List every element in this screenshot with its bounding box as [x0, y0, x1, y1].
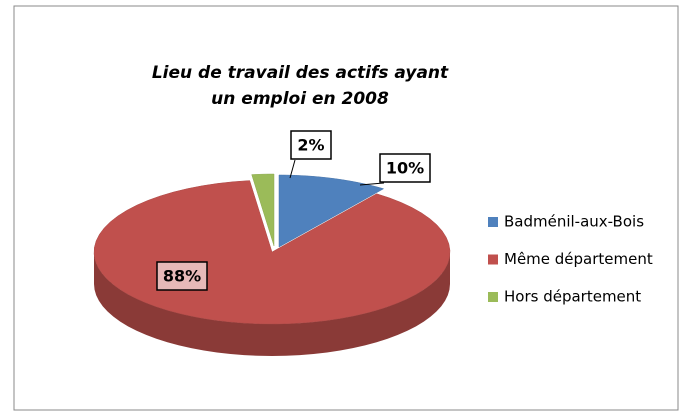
value-label: 2% [297, 136, 324, 155]
pie-slice [251, 173, 275, 247]
leader-line [289, 159, 296, 179]
pie-slice [278, 174, 385, 248]
legend-swatch [488, 292, 498, 302]
legend-label: Même département [504, 250, 653, 268]
value-label: 88% [163, 267, 201, 286]
value-label-box [290, 130, 332, 160]
value-label-box [156, 261, 208, 291]
pie-slice-side [94, 252, 450, 356]
legend-swatch [488, 254, 498, 265]
value-label-box [379, 153, 431, 183]
chart-title: Lieu de travail des actifs ayant un empl… [151, 63, 449, 109]
leader-line [359, 182, 385, 186]
legend-label: Badménil-aux-Bois [504, 213, 644, 231]
legend-swatch [488, 217, 498, 227]
value-label: 10% [386, 159, 424, 178]
legend-label: Hors département [504, 288, 641, 306]
